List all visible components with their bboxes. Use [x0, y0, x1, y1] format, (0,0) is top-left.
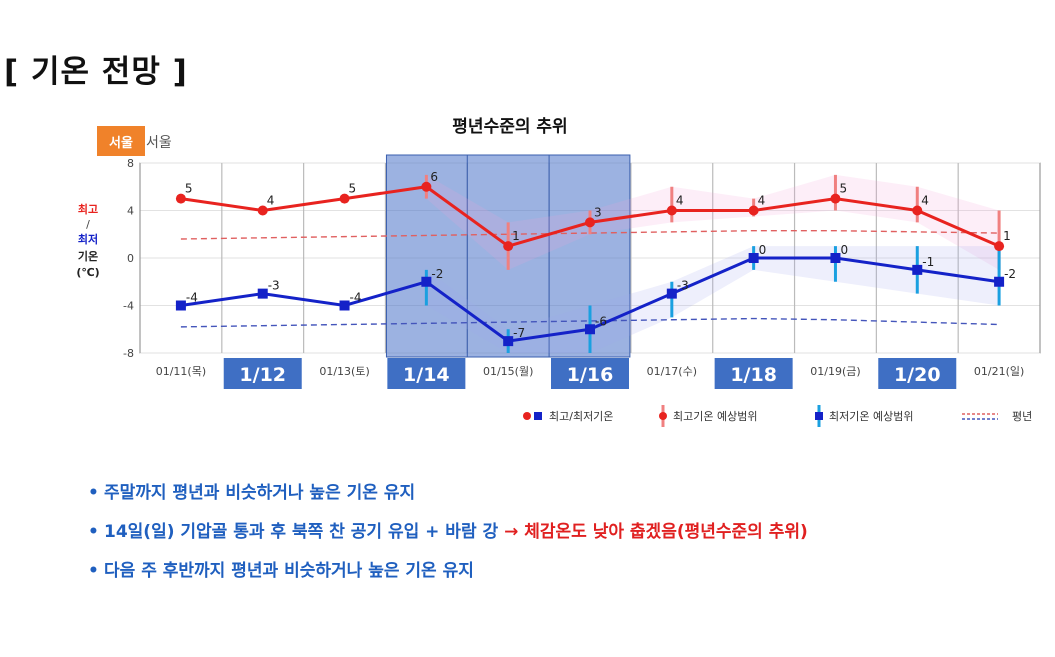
max-temp-label: 5	[185, 182, 193, 196]
max-temp-label: 5	[839, 182, 847, 196]
temperature-chart: 8 4 0 -4 -8 5 4 5 6 1 3 4 4 5 4 1 -4 -3 -4 -2 -7 -6 -3 0 0 -1 -2 01…	[123, 154, 1041, 427]
bullet-item: • 주말까지 평년과 비슷하거나 높은 기온 유지	[88, 480, 808, 506]
legend-label: 최저기온 예상범위	[829, 410, 913, 423]
date-box	[223, 358, 302, 389]
avg-min-line	[180, 317, 1000, 328]
date-box-label: 1/18	[730, 364, 777, 386]
y-tick-label: 8	[127, 157, 134, 170]
bullet-text: 14일(일) 기압골 통과 후 북쪽 찬 공기 유입 + 바람 강	[104, 522, 499, 542]
legend-min-marker	[534, 412, 542, 420]
min-temp-label: -3	[677, 279, 689, 293]
x-tick-label: 01/21(일)	[974, 364, 1024, 378]
legend-max-range-marker	[659, 412, 667, 420]
bullet-item: • 다음 주 후반까지 평년과 비슷하거나 높은 기온 유지	[88, 558, 808, 584]
min-temp-point	[748, 253, 759, 263]
date-box	[551, 358, 629, 389]
min-temp-point	[421, 276, 432, 287]
date-box-label: 1/12	[239, 364, 286, 386]
region-badge[interactable]: 서울	[97, 126, 145, 156]
y-tick-label: 4	[127, 205, 134, 218]
y-label-min: 최저	[77, 233, 99, 246]
y-label-max: 최고	[77, 203, 99, 216]
legend-max-marker	[523, 412, 531, 420]
bullet-text: 다음 주 후반까지 평년과 비슷하거나 높은 기온 유지	[104, 561, 474, 581]
y-tick-label: 0	[127, 252, 134, 265]
chart-title: 평년수준의 추위	[452, 117, 568, 137]
min-temp-label: -4	[186, 291, 198, 305]
x-tick-label: 01/19(금)	[810, 365, 860, 378]
legend-label: 최고/최저기온	[549, 410, 613, 423]
min-temp-label: -7	[513, 326, 525, 340]
legend-label: 최고기온 예상범위	[673, 410, 757, 423]
legend-label: 평년	[1012, 410, 1032, 423]
min-temp-label: -2	[431, 267, 443, 281]
bullet-text: 주말까지 평년과 비슷하거나 높은 기온 유지	[104, 483, 416, 503]
min-temp-label: -6	[595, 314, 607, 328]
y-tick-label: -4	[123, 300, 134, 313]
min-range-band	[426, 246, 1000, 353]
min-temp-label: -2	[1004, 267, 1016, 281]
bullet-dot: •	[88, 561, 99, 581]
max-temp-label: 1	[1003, 229, 1011, 243]
min-temp-point	[994, 276, 1005, 287]
date-box-label: 1/16	[567, 364, 614, 386]
max-temp-point	[585, 217, 595, 228]
max-temp-point	[994, 241, 1005, 252]
min-temp-point	[666, 288, 677, 299]
min-temp-label: 0	[840, 243, 848, 257]
date-box	[714, 358, 793, 389]
date-box	[878, 358, 957, 389]
bullet-list: • 주말까지 평년과 비슷하거나 높은 기온 유지 • 14일(일) 기압골 통과 …	[88, 480, 808, 597]
max-temp-point	[257, 205, 268, 216]
date-box-label: 1/20	[894, 364, 941, 386]
min-temp-point	[503, 336, 514, 347]
min-temp-point	[257, 288, 268, 299]
date-box	[387, 358, 466, 389]
max-temp-label: 4	[758, 194, 766, 208]
y-tick-label: -8	[123, 347, 134, 360]
max-temp-point	[666, 205, 677, 216]
x-tick-label: 01/11(목)	[156, 365, 206, 378]
legend-min-range-marker	[815, 412, 823, 420]
max-range-band	[426, 174, 1000, 270]
max-temp-label: 4	[676, 194, 684, 208]
x-tick-label: 01/17(수)	[647, 365, 697, 378]
bullet-dot: •	[88, 483, 99, 503]
max-temp-point	[175, 193, 186, 204]
min-temp-label: -1	[922, 255, 934, 269]
min-temp-point	[175, 300, 186, 311]
date-box-label: 1/14	[403, 364, 450, 386]
page-title: [ 기온 전망 ]	[4, 54, 188, 90]
min-temp-point	[830, 253, 841, 263]
max-temp-label: 6	[430, 170, 438, 184]
avg-max-line	[180, 229, 1000, 240]
region-label: 서울	[146, 135, 172, 151]
max-temp-label: 1	[512, 229, 520, 243]
max-temp-point	[421, 181, 432, 192]
y-label-sep: /	[86, 218, 90, 231]
min-temp-label: -4	[350, 291, 362, 305]
min-temp-label: 0	[759, 243, 767, 257]
max-temp-label: 5	[349, 182, 357, 196]
max-temp-point	[503, 241, 514, 252]
max-temp-label: 4	[267, 194, 275, 208]
max-temp-point	[912, 205, 923, 216]
x-tick-label: 01/15(월)	[483, 365, 533, 378]
max-temp-point	[830, 193, 841, 204]
min-temp-point	[585, 324, 595, 335]
bullet-item: • 14일(일) 기압골 통과 후 북쪽 찬 공기 유입 + 바람 강 → 체감온…	[88, 519, 808, 545]
y-label-temp: 기온	[77, 250, 99, 263]
min-temp-label: -3	[268, 279, 280, 293]
x-tick-label: 01/13(토)	[319, 365, 369, 378]
max-temp-label: 4	[921, 194, 929, 208]
min-temp-point	[339, 300, 350, 311]
y-label-unit: (℃)	[76, 266, 100, 279]
max-temp-label: 3	[594, 205, 602, 219]
min-temp-point	[912, 264, 923, 275]
max-temp-point	[748, 205, 759, 216]
bullet-highlight: → 체감온도 낮아 춥겠음(평년수준의 추위)	[504, 522, 808, 542]
bullet-dot: •	[88, 522, 99, 542]
max-temp-point	[339, 193, 350, 204]
